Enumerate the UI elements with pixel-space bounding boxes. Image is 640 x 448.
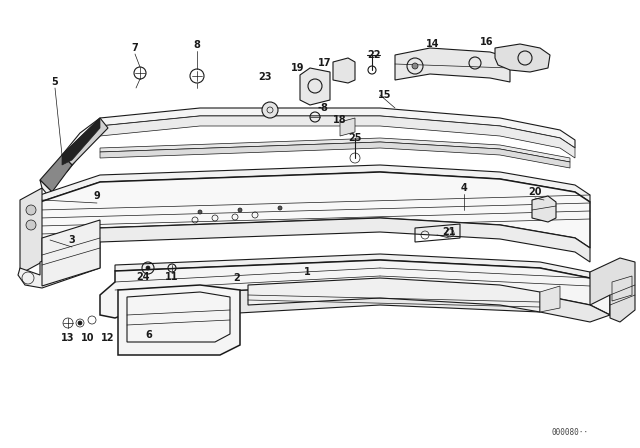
Polygon shape <box>40 155 72 192</box>
Polygon shape <box>20 188 42 274</box>
Text: 18: 18 <box>333 115 347 125</box>
Polygon shape <box>248 278 540 312</box>
Polygon shape <box>150 285 610 322</box>
Text: 25: 25 <box>348 133 362 143</box>
Polygon shape <box>395 48 510 82</box>
Polygon shape <box>62 108 575 162</box>
Polygon shape <box>115 254 590 278</box>
Circle shape <box>278 206 282 210</box>
Polygon shape <box>300 68 330 105</box>
Text: -8: -8 <box>317 103 328 113</box>
Circle shape <box>238 208 242 212</box>
Polygon shape <box>18 242 100 288</box>
Text: 20: 20 <box>528 187 541 197</box>
Polygon shape <box>340 118 355 136</box>
Polygon shape <box>540 286 560 312</box>
Text: 14: 14 <box>426 39 440 49</box>
Text: 22: 22 <box>367 50 381 60</box>
Circle shape <box>78 321 82 325</box>
Text: 23: 23 <box>259 72 272 82</box>
Polygon shape <box>42 220 100 286</box>
Text: 19: 19 <box>291 63 305 73</box>
Text: 15: 15 <box>378 90 392 100</box>
Polygon shape <box>100 138 570 162</box>
Text: 1: 1 <box>303 267 310 277</box>
Polygon shape <box>40 172 590 248</box>
Text: 8: 8 <box>193 40 200 50</box>
Polygon shape <box>40 218 590 262</box>
Text: 5: 5 <box>52 77 58 87</box>
Polygon shape <box>62 118 100 165</box>
Circle shape <box>412 63 418 69</box>
Text: 16: 16 <box>480 37 493 47</box>
Text: 6: 6 <box>146 330 152 340</box>
Text: 17: 17 <box>318 58 332 68</box>
Text: 2: 2 <box>234 273 241 283</box>
Polygon shape <box>40 180 100 205</box>
Polygon shape <box>65 116 575 172</box>
Polygon shape <box>590 258 635 322</box>
Polygon shape <box>118 285 240 355</box>
Text: 9: 9 <box>93 191 100 201</box>
Polygon shape <box>333 58 355 83</box>
Polygon shape <box>40 165 590 202</box>
Text: 13: 13 <box>61 333 75 343</box>
Polygon shape <box>100 142 570 168</box>
Text: 7: 7 <box>132 43 138 53</box>
Text: 3: 3 <box>68 235 76 245</box>
Polygon shape <box>532 196 556 222</box>
Text: 12: 12 <box>101 333 115 343</box>
Text: 11: 11 <box>165 272 179 282</box>
Polygon shape <box>100 260 610 318</box>
Text: 4: 4 <box>461 183 467 193</box>
Circle shape <box>26 205 36 215</box>
Circle shape <box>146 266 150 270</box>
Text: 21: 21 <box>442 227 456 237</box>
Circle shape <box>262 102 278 118</box>
Text: 10: 10 <box>81 333 95 343</box>
Circle shape <box>26 220 36 230</box>
Text: 000080··: 000080·· <box>552 427 589 436</box>
Text: 24: 24 <box>136 272 150 282</box>
Polygon shape <box>495 44 550 72</box>
Polygon shape <box>62 118 108 165</box>
Circle shape <box>198 210 202 214</box>
